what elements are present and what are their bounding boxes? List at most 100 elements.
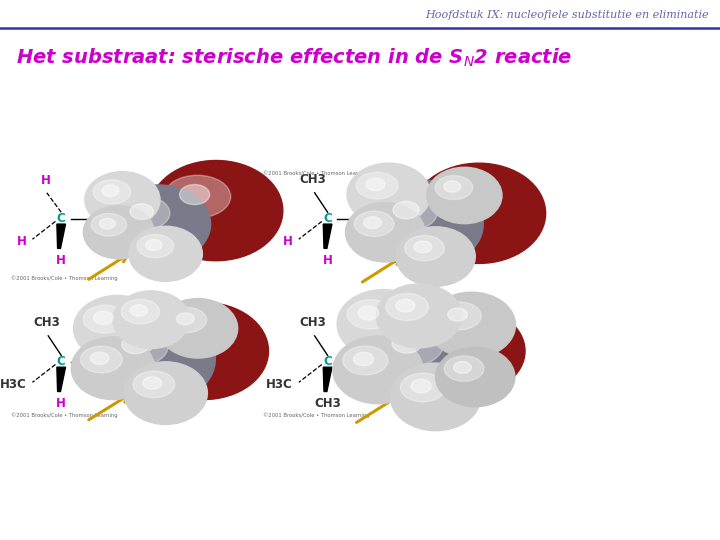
Ellipse shape — [124, 362, 207, 424]
Ellipse shape — [347, 163, 431, 226]
Ellipse shape — [377, 284, 462, 348]
Text: C: C — [323, 212, 332, 225]
Ellipse shape — [133, 371, 175, 397]
Ellipse shape — [379, 193, 438, 231]
Ellipse shape — [145, 239, 162, 251]
Ellipse shape — [93, 180, 130, 204]
Ellipse shape — [337, 289, 429, 359]
Ellipse shape — [347, 300, 393, 329]
Polygon shape — [323, 224, 332, 248]
Ellipse shape — [71, 337, 155, 400]
Text: CH3: CH3 — [300, 316, 327, 329]
Ellipse shape — [427, 178, 493, 220]
Ellipse shape — [454, 361, 472, 373]
Polygon shape — [323, 367, 332, 392]
Ellipse shape — [122, 335, 149, 354]
Text: H: H — [56, 397, 66, 410]
Ellipse shape — [366, 178, 384, 191]
Ellipse shape — [354, 211, 394, 237]
Ellipse shape — [390, 363, 481, 431]
Ellipse shape — [83, 305, 127, 333]
Ellipse shape — [90, 352, 109, 365]
Ellipse shape — [94, 314, 215, 404]
Text: ©2001 Brooks/Cole • Thomson Learning: ©2001 Brooks/Cole • Thomson Learning — [11, 412, 117, 417]
Text: CH3: CH3 — [33, 316, 60, 329]
Ellipse shape — [428, 292, 516, 358]
Ellipse shape — [137, 234, 174, 258]
Ellipse shape — [442, 187, 472, 207]
Ellipse shape — [377, 324, 443, 366]
Ellipse shape — [408, 307, 525, 395]
Ellipse shape — [435, 176, 472, 200]
Ellipse shape — [366, 180, 483, 268]
Ellipse shape — [414, 241, 432, 253]
Ellipse shape — [85, 172, 160, 228]
Polygon shape — [57, 367, 66, 392]
Ellipse shape — [364, 217, 382, 228]
Ellipse shape — [356, 172, 398, 199]
Ellipse shape — [436, 347, 515, 407]
Ellipse shape — [149, 160, 283, 261]
Ellipse shape — [392, 333, 422, 353]
Ellipse shape — [333, 336, 423, 404]
Ellipse shape — [73, 295, 161, 361]
Ellipse shape — [393, 201, 419, 219]
Ellipse shape — [400, 373, 446, 402]
Text: H: H — [17, 235, 27, 248]
Ellipse shape — [343, 346, 388, 375]
Ellipse shape — [412, 163, 546, 264]
Ellipse shape — [81, 346, 122, 373]
Ellipse shape — [411, 379, 431, 393]
Ellipse shape — [121, 299, 160, 324]
Text: C: C — [57, 355, 66, 368]
Ellipse shape — [130, 305, 148, 316]
Ellipse shape — [346, 202, 425, 262]
Ellipse shape — [94, 311, 113, 325]
Ellipse shape — [427, 167, 502, 224]
Ellipse shape — [167, 307, 207, 333]
Ellipse shape — [117, 197, 170, 230]
Text: H3C: H3C — [266, 378, 293, 391]
Ellipse shape — [91, 213, 127, 236]
Text: H: H — [283, 235, 293, 248]
Text: Br: Br — [109, 212, 124, 225]
Ellipse shape — [143, 377, 161, 389]
Text: H: H — [323, 254, 333, 267]
Text: H: H — [40, 174, 50, 187]
Ellipse shape — [396, 299, 415, 312]
Ellipse shape — [99, 218, 115, 229]
Ellipse shape — [139, 302, 269, 400]
Ellipse shape — [107, 185, 211, 263]
Ellipse shape — [448, 308, 467, 321]
Ellipse shape — [435, 328, 461, 346]
Ellipse shape — [84, 206, 154, 259]
Ellipse shape — [396, 227, 475, 286]
Ellipse shape — [102, 185, 119, 197]
Text: Br: Br — [109, 355, 124, 368]
Ellipse shape — [179, 185, 210, 205]
Text: Br: Br — [375, 212, 390, 225]
Ellipse shape — [130, 204, 153, 219]
Text: CH3: CH3 — [314, 397, 341, 410]
Ellipse shape — [444, 181, 461, 192]
Text: C: C — [57, 212, 66, 225]
Text: ©2001 Brooks/Cole • Thomson Learning: ©2001 Brooks/Cole • Thomson Learning — [11, 275, 117, 281]
Text: C: C — [323, 355, 332, 368]
Ellipse shape — [107, 327, 168, 366]
Ellipse shape — [164, 176, 230, 218]
Ellipse shape — [405, 235, 444, 261]
Ellipse shape — [354, 352, 374, 366]
Text: ©2001 Brooks/Cole • Thomson Learning: ©2001 Brooks/Cole • Thomson Learning — [263, 412, 369, 417]
Text: ©2001 Brooks/Cole • Thomson Learning: ©2001 Brooks/Cole • Thomson Learning — [263, 170, 369, 176]
Ellipse shape — [153, 317, 218, 358]
Polygon shape — [57, 224, 66, 248]
Ellipse shape — [437, 302, 481, 330]
Text: H3C: H3C — [0, 378, 27, 391]
Text: CH3: CH3 — [300, 173, 327, 186]
Ellipse shape — [358, 306, 379, 320]
Text: Het substraat: sterische effecten in de S$_N$2 reactie: Het substraat: sterische effecten in de … — [16, 46, 572, 69]
Text: Hoofdstuk IX: nucleofiele substitutie en eliminatie: Hoofdstuk IX: nucleofiele substitutie en… — [426, 10, 709, 20]
Ellipse shape — [158, 299, 238, 358]
Ellipse shape — [421, 320, 480, 357]
Text: Br: Br — [375, 355, 390, 368]
